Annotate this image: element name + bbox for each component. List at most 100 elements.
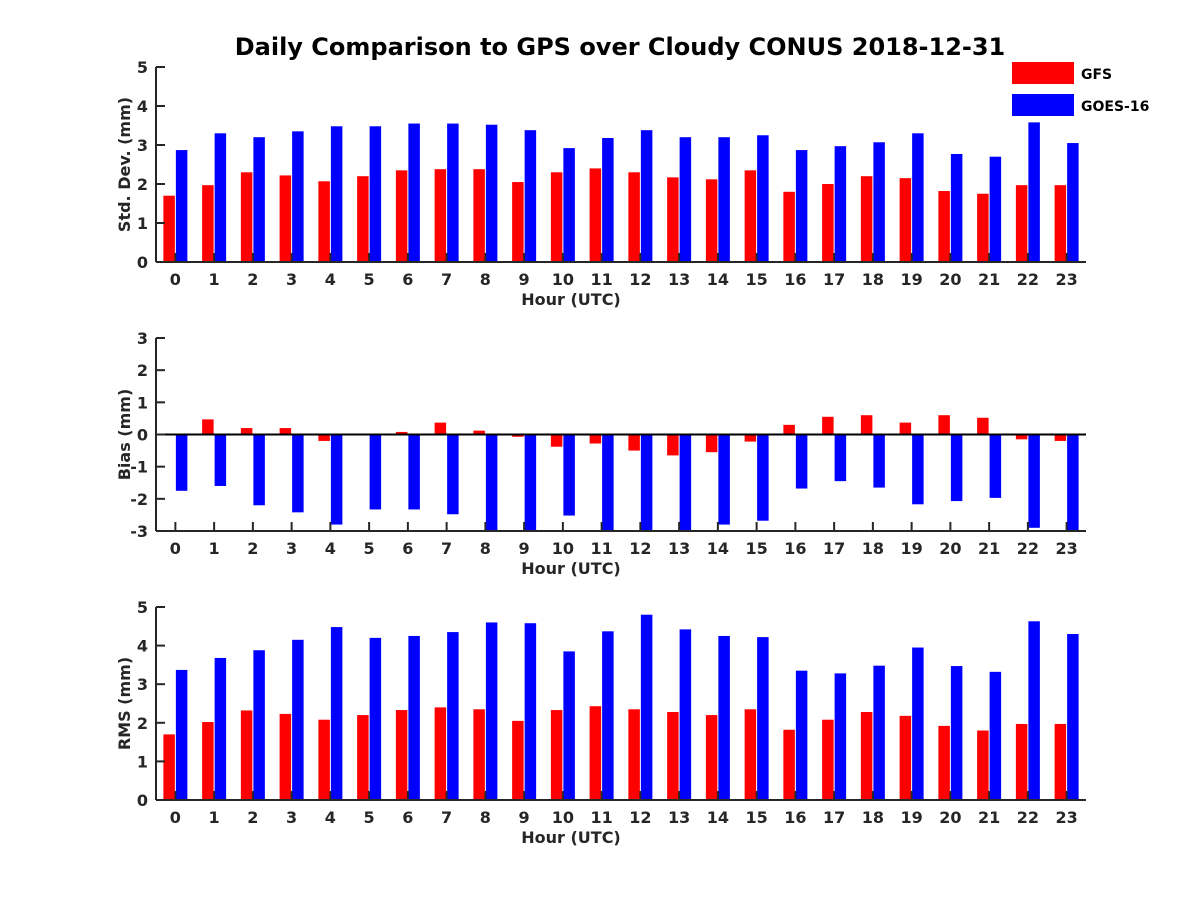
x-tick-label: 16 bbox=[784, 539, 806, 558]
x-tick-label: 8 bbox=[480, 270, 491, 289]
bar-goes-16-19 bbox=[912, 647, 924, 800]
bar-gfs-4 bbox=[318, 434, 330, 441]
x-tick-label: 23 bbox=[1055, 808, 1077, 827]
bar-gfs-13 bbox=[667, 177, 679, 262]
bar-goes-16-17 bbox=[834, 434, 847, 482]
x-tick-label: 19 bbox=[900, 539, 922, 558]
x-tick-label: 7 bbox=[441, 270, 452, 289]
bar-goes-16-7 bbox=[447, 632, 459, 800]
x-tick-label: 18 bbox=[862, 270, 884, 289]
bar-gfs-9 bbox=[512, 720, 524, 800]
bar-goes-16-1 bbox=[214, 657, 227, 800]
x-tick-label: 5 bbox=[364, 808, 375, 827]
bar-gfs-14 bbox=[705, 179, 718, 262]
x-tick-label: 7 bbox=[441, 808, 452, 827]
x-tick-label: 1 bbox=[209, 270, 220, 289]
bar-goes-16-21 bbox=[989, 671, 1002, 800]
bar-gfs-10 bbox=[550, 710, 563, 800]
y-tick-label: -2 bbox=[130, 490, 148, 509]
y-tick-label: 0 bbox=[137, 426, 148, 445]
x-tick-label: 18 bbox=[862, 539, 884, 558]
bar-gfs-20 bbox=[938, 191, 950, 262]
bar-goes-16-5 bbox=[369, 126, 382, 262]
bar-gfs-1 bbox=[202, 419, 214, 435]
x-tick-label: 10 bbox=[552, 270, 574, 289]
bar-goes-16-5 bbox=[369, 434, 382, 510]
bar-gfs-18 bbox=[860, 176, 873, 262]
chart-title: Daily Comparison to GPS over Cloudy CONU… bbox=[235, 33, 1006, 61]
bar-gfs-9 bbox=[512, 434, 524, 437]
bar-gfs-17 bbox=[822, 416, 834, 435]
x-tick-label: 14 bbox=[707, 270, 729, 289]
bar-goes-16-3 bbox=[292, 639, 304, 800]
x-tick-label: 8 bbox=[480, 539, 491, 558]
bar-gfs-23 bbox=[1054, 434, 1067, 441]
bar-goes-16-12 bbox=[640, 614, 653, 800]
x-tick-label: 13 bbox=[668, 270, 690, 289]
bar-gfs-14 bbox=[705, 434, 718, 453]
bar-gfs-17 bbox=[822, 184, 834, 262]
x-tick-label: 23 bbox=[1055, 270, 1077, 289]
x-tick-label: 6 bbox=[402, 539, 413, 558]
bar-goes-16-3 bbox=[292, 131, 304, 262]
bar-gfs-19 bbox=[899, 178, 912, 262]
bar-gfs-22 bbox=[1015, 434, 1028, 440]
bar-goes-16-8 bbox=[485, 124, 498, 262]
y-axis-label: RMS (mm) bbox=[115, 657, 134, 750]
bar-goes-16-18 bbox=[873, 434, 885, 488]
bar-goes-16-10 bbox=[563, 434, 575, 516]
x-tick-label: 15 bbox=[745, 539, 767, 558]
x-tick-label: 20 bbox=[939, 539, 961, 558]
bar-gfs-4 bbox=[318, 181, 330, 262]
bar-gfs-13 bbox=[667, 434, 679, 456]
y-tick-label: 2 bbox=[137, 361, 148, 380]
bar-gfs-16 bbox=[783, 424, 795, 435]
bar-gfs-8 bbox=[473, 430, 485, 435]
bar-gfs-7 bbox=[434, 422, 447, 435]
bar-goes-16-11 bbox=[602, 434, 614, 531]
bar-gfs-9 bbox=[512, 182, 524, 262]
bar-gfs-11 bbox=[589, 706, 602, 800]
x-tick-label: 10 bbox=[552, 539, 574, 558]
bar-gfs-12 bbox=[628, 172, 640, 262]
bar-gfs-0 bbox=[163, 734, 175, 800]
x-tick-label: 21 bbox=[978, 808, 1000, 827]
x-tick-label: 17 bbox=[823, 539, 845, 558]
bar-goes-16-6 bbox=[408, 635, 420, 800]
bar-gfs-15 bbox=[744, 170, 757, 262]
legend: GFS GOES-16 bbox=[1012, 62, 1149, 116]
legend-swatch-goes-16 bbox=[1012, 94, 1074, 116]
bar-goes-16-22 bbox=[1028, 434, 1040, 528]
x-tick-label: 0 bbox=[170, 539, 181, 558]
bar-goes-16-7 bbox=[447, 123, 459, 262]
y-tick-label: 5 bbox=[137, 598, 148, 617]
bar-gfs-6 bbox=[395, 710, 408, 800]
bar-goes-16-4 bbox=[330, 434, 343, 525]
x-tick-label: 8 bbox=[480, 808, 491, 827]
x-tick-label: 22 bbox=[1017, 808, 1039, 827]
y-tick-label: 4 bbox=[137, 97, 148, 116]
x-tick-label: 1 bbox=[209, 808, 220, 827]
y-tick-label: 1 bbox=[137, 214, 148, 233]
bar-goes-16-20 bbox=[950, 434, 963, 502]
x-tick-label: 20 bbox=[939, 808, 961, 827]
x-tick-label: 9 bbox=[519, 270, 530, 289]
bar-gfs-0 bbox=[163, 195, 175, 262]
bar-gfs-19 bbox=[899, 422, 912, 435]
y-tick-label: 5 bbox=[137, 58, 148, 77]
bar-goes-16-23 bbox=[1067, 634, 1079, 800]
bar-gfs-16 bbox=[783, 729, 795, 800]
x-tick-label: 11 bbox=[590, 539, 612, 558]
bar-goes-16-16 bbox=[795, 434, 808, 489]
bar-goes-16-10 bbox=[563, 651, 575, 800]
bar-goes-16-13 bbox=[679, 629, 692, 800]
x-tick-label: 0 bbox=[170, 808, 181, 827]
bar-goes-16-16 bbox=[795, 670, 808, 800]
bar-gfs-13 bbox=[667, 711, 679, 800]
bar-gfs-7 bbox=[434, 707, 447, 800]
